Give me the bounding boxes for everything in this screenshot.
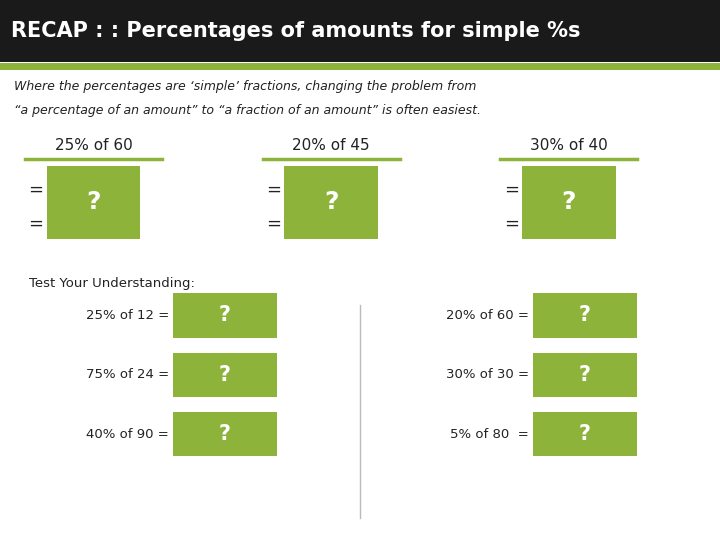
Text: =: =	[266, 181, 281, 199]
FancyBboxPatch shape	[0, 0, 720, 62]
Text: ?: ?	[324, 190, 338, 214]
Text: ?: ?	[219, 424, 231, 444]
FancyBboxPatch shape	[533, 353, 637, 397]
FancyBboxPatch shape	[533, 293, 637, 338]
FancyBboxPatch shape	[173, 353, 277, 397]
FancyBboxPatch shape	[173, 293, 277, 338]
Text: 20% of 60 =: 20% of 60 =	[446, 309, 529, 322]
Text: 25% of 60: 25% of 60	[55, 138, 132, 153]
FancyBboxPatch shape	[173, 412, 277, 456]
Text: Where the percentages are ‘simple’ fractions, changing the problem from: Where the percentages are ‘simple’ fract…	[14, 80, 477, 93]
Text: ?: ?	[579, 424, 591, 444]
Text: RECAP : : Percentages of amounts for simple %s: RECAP : : Percentages of amounts for sim…	[11, 21, 580, 41]
Text: =: =	[29, 181, 43, 199]
Text: =: =	[504, 215, 518, 233]
Text: ?: ?	[86, 190, 101, 214]
FancyBboxPatch shape	[522, 166, 616, 239]
Text: ?: ?	[219, 305, 231, 326]
Text: 30% of 40: 30% of 40	[530, 138, 608, 153]
Text: ?: ?	[562, 190, 576, 214]
Text: ?: ?	[579, 305, 591, 326]
Text: 25% of 12 =: 25% of 12 =	[86, 309, 169, 322]
Text: 20% of 45: 20% of 45	[292, 138, 370, 153]
Text: =: =	[29, 215, 43, 233]
Text: ?: ?	[579, 364, 591, 385]
FancyBboxPatch shape	[533, 412, 637, 456]
FancyBboxPatch shape	[284, 166, 378, 239]
Text: =: =	[266, 215, 281, 233]
Text: 5% of 80  =: 5% of 80 =	[451, 428, 529, 441]
Text: 30% of 30 =: 30% of 30 =	[446, 368, 529, 381]
FancyBboxPatch shape	[47, 166, 140, 239]
Text: =: =	[504, 181, 518, 199]
Text: 40% of 90 =: 40% of 90 =	[86, 428, 169, 441]
Text: Test Your Understanding:: Test Your Understanding:	[29, 277, 194, 290]
Text: ?: ?	[219, 364, 231, 385]
Text: 75% of 24 =: 75% of 24 =	[86, 368, 169, 381]
Text: “a percentage of an amount” to “a fraction of an amount” is often easiest.: “a percentage of an amount” to “a fracti…	[14, 104, 482, 117]
